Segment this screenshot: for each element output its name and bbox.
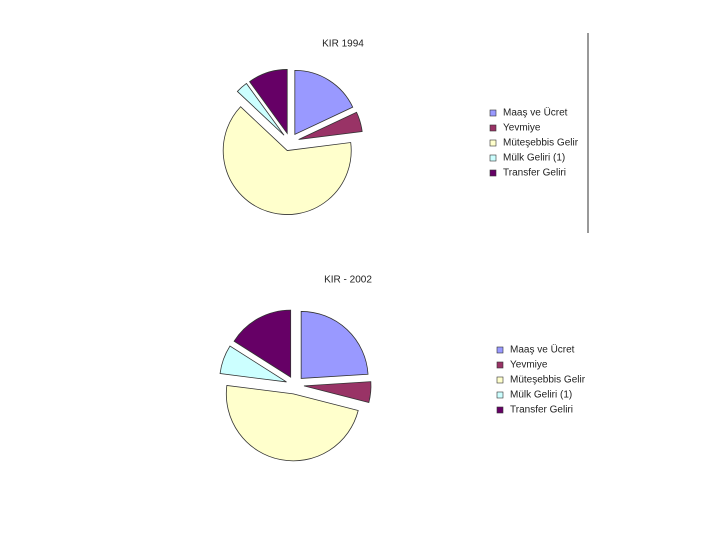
legend-swatch [496,346,504,354]
pie-slice [225,384,359,462]
legend-label: Müteşebbis Gelir [503,138,579,149]
chart-title: KIR - 2002 [324,275,372,286]
legend-label: Müteşebbis Gelir [510,375,586,386]
legend-swatch [496,391,504,399]
pie-slice [219,345,287,383]
legend-swatch [496,361,504,369]
legend-label: Transfer Geliri [503,168,566,179]
pie-slice [222,106,352,215]
legend-swatch [489,124,497,132]
chart-title: KIR 1994 [322,39,364,50]
legend-swatch [489,139,497,147]
legend-swatch [496,406,504,414]
legend-label: Maaş ve Ücret [503,107,568,119]
pie-slice [303,381,372,403]
legend-label: Yevmiye [510,360,548,371]
legend-label: Transfer Geliri [510,405,573,416]
legend-label: Mülk Geliri (1) [503,153,565,164]
pie-slice [233,309,292,378]
legend-swatch [489,169,497,177]
pie-slice [294,70,354,136]
legend-swatch [489,154,497,162]
legend-label: Yevmiye [503,123,541,134]
pie-slice [236,82,285,136]
pie-slice [249,69,288,135]
pie-slice [298,111,363,140]
legend-label: Maaş ve Ücret [510,344,575,356]
legend-label: Mülk Geliri (1) [510,390,572,401]
legend-swatch [496,376,504,384]
legend-swatch [489,109,497,117]
pie-slice [300,311,369,379]
